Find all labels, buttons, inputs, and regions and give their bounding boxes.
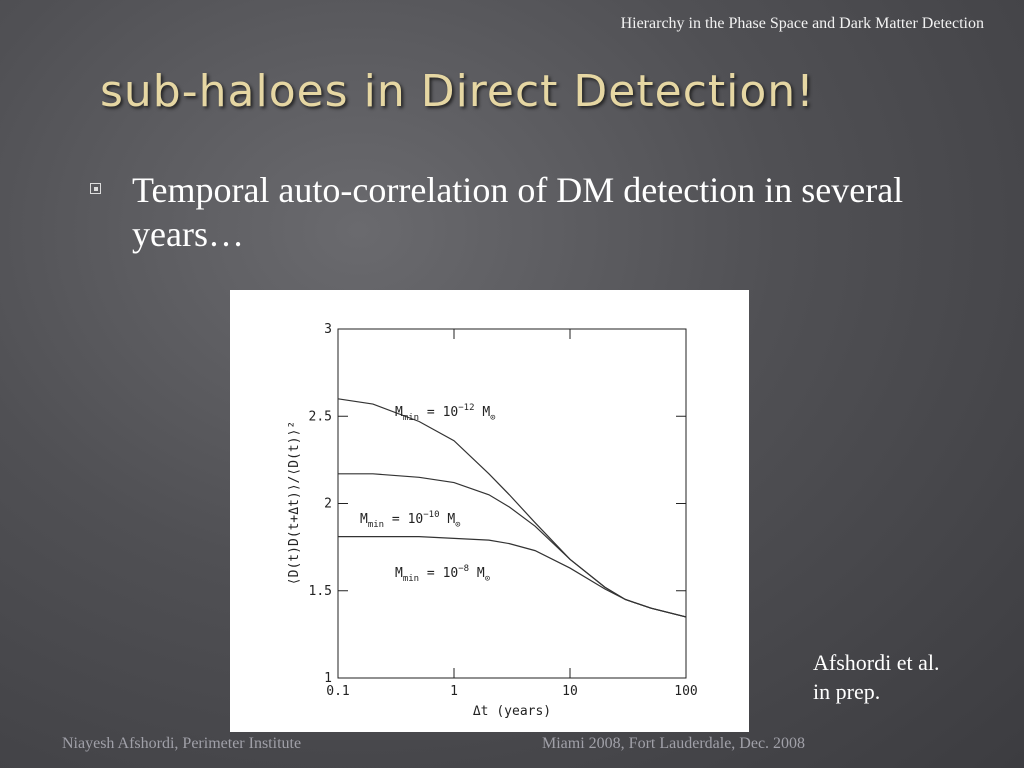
x-tick-label: 100 (674, 684, 697, 699)
series-label-part: ⊙ (490, 413, 495, 423)
bullet-text: Temporal auto-correlation of DM detectio… (132, 170, 904, 254)
series-label: Mmin = 10−8 M⊙ (395, 564, 490, 584)
x-tick-label: 1 (450, 684, 458, 699)
y-tick-label: 3 (324, 322, 332, 337)
series-label-part: M (360, 512, 368, 527)
y-axis-label: ⟨D(t)D(t+Δt)⟩/⟨D(t)⟩² (287, 421, 302, 585)
series-label-part: M (475, 405, 491, 420)
y-tick-label: 1.5 (309, 584, 332, 599)
series-label: Mmin = 10−12 M⊙ (395, 403, 496, 423)
series-label-part: min (403, 574, 419, 584)
line (337, 398, 687, 618)
title: sub-haloes in Direct Detection! (100, 66, 815, 117)
series-label-part: −8 (458, 564, 469, 574)
chart: Δt (years) ⟨D(t)D(t+Δt)⟩/⟨D(t)⟩² 0.1 1 10 1… (230, 290, 749, 732)
bullet-marker (90, 183, 101, 194)
y-tick-label: 1 (324, 671, 332, 686)
x-tick-label: 0.1 (326, 684, 349, 699)
y-tick-label: 2.5 (309, 409, 332, 424)
series-label-part: = 10 (419, 566, 458, 581)
footer-left: Niayesh Afshordi, Perimeter Institute (62, 735, 302, 752)
citation: Afshordi et al. in prep. (813, 648, 939, 706)
y-tick-label: 2 (324, 497, 332, 512)
citation-line: in prep. (813, 679, 881, 704)
header: Hierarchy in the Phase Space and Dark Ma… (620, 15, 984, 32)
footer-right: Miami 2008, Fort Lauderdale, Dec. 2008 (542, 735, 806, 752)
bullet: Temporal auto-correlation of DM detectio… (90, 168, 950, 256)
series-label: Mmin = 10−10 M⊙ (360, 510, 461, 530)
series-label-part: min (368, 520, 384, 530)
series-label-part: = 10 (419, 405, 458, 420)
series-label-part: M (395, 566, 403, 581)
citation-line: Afshordi et al. (813, 650, 940, 675)
series-label-part: = 10 (384, 512, 423, 527)
series-label-part: M (395, 405, 403, 420)
plot-frame (337, 328, 687, 679)
x-tick-label: 10 (562, 684, 578, 699)
series-label-part: ⊙ (485, 574, 490, 584)
series-label-part: min (403, 413, 419, 423)
series-label-part: M (440, 512, 456, 527)
series-label-part: −10 (423, 510, 439, 520)
series-label-part: −12 (458, 403, 474, 413)
line (338, 473, 687, 618)
line (338, 536, 687, 618)
series-label-part: M (469, 566, 485, 581)
series-label-part: ⊙ (455, 520, 460, 530)
x-axis-label: Δt (years) (473, 704, 551, 719)
